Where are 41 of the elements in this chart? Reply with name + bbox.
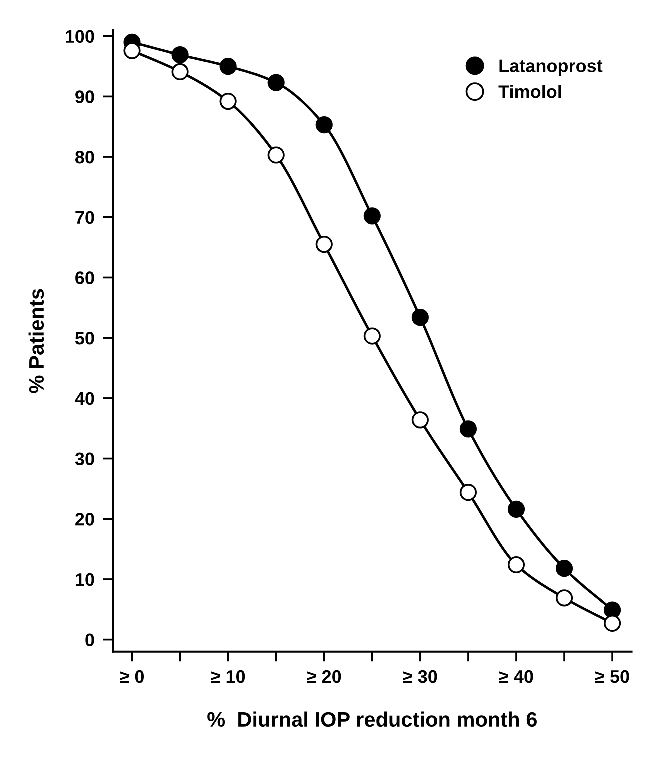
point [460,420,477,438]
y-tick-label: 60 [76,272,94,284]
y-tick-label: 90 [76,90,94,104]
legend-label: Latanoprost [500,60,603,76]
y-tick-label: 100 [66,30,94,44]
point [124,42,141,60]
point [508,556,526,574]
point [412,412,429,429]
y-tick-label: 20 [76,513,94,526]
point [220,58,237,76]
point [172,46,189,64]
x-tick-label: ≥ 20 [307,670,342,684]
x-tick-label: ≥ 50 [595,670,630,684]
x-tick-label: ≥ 30 [403,670,438,684]
point [364,328,381,345]
x-tick-label: ≥ 10 [211,670,246,684]
y-tick-label: 80 [75,150,94,164]
y-axis-title: % Patients [28,289,44,394]
x-tick-label: ≥ 40 [499,670,534,684]
y-tick-label: 10 [76,573,94,586]
point [268,74,285,92]
y-tick-label: 0 [86,634,94,647]
point [604,614,622,632]
point [556,560,574,578]
point [316,236,333,254]
point [412,309,429,326]
y-tick-label: 40 [75,392,94,406]
point [508,500,526,518]
point [268,146,285,164]
y-tick-label: 50 [75,332,94,345]
point [364,208,381,225]
point [556,590,574,607]
point [172,63,189,80]
point [316,116,333,134]
legend-label: Timolol [498,85,562,98]
y-tick-label: 70 [76,211,94,224]
point [460,484,477,502]
x-tick-label: ≥ 0 [120,670,144,684]
point [220,92,237,110]
y-tick-label: 30 [75,452,94,466]
x-axis-title: % Diurnal IOP reduction month 6 [208,712,537,728]
